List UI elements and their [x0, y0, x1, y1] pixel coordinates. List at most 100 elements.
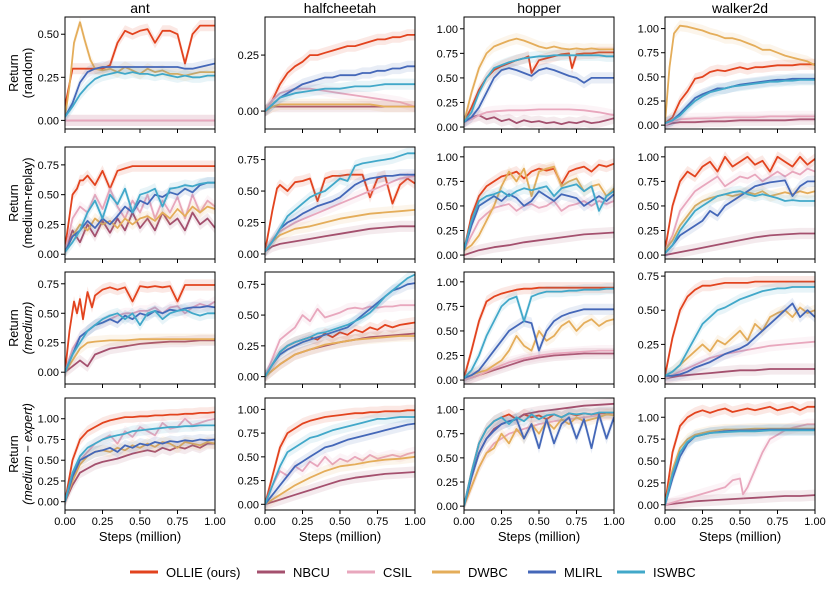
y-tick-label: 0.25	[38, 338, 59, 350]
y-tick-label: 0.75	[437, 429, 458, 441]
y-tick-label: 0.50	[638, 456, 659, 468]
panel-series	[65, 279, 215, 378]
panel-frame	[463, 16, 615, 130]
panel-ant-medium-expert: 0.00 0.25 0.50 0.75 1.00 0.00 0.25 0.50 0.75 1.00…	[38, 397, 226, 544]
y-tick-label: 1.00	[638, 412, 659, 424]
series-line-mlirl	[265, 173, 415, 252]
panel-walker2d-medium-replay: 0.00 0.25 0.50 0.75 1.00	[638, 146, 816, 263]
panel-halfcheetah-random: 0.00 0.25	[238, 16, 416, 133]
series-band-mlirl	[464, 408, 614, 510]
series-band-iswbc	[265, 147, 415, 257]
series-band-iswbc	[265, 78, 415, 117]
series-line-csil	[665, 167, 815, 251]
panel-ant-medium-replay: 0.00 0.25 0.50 0.75	[38, 146, 216, 263]
series-band-ollie-ours-	[65, 406, 215, 508]
y-tick-label: 0.75	[238, 279, 259, 291]
y-tick-label: 0.00	[638, 250, 659, 262]
panel-frame	[664, 146, 816, 260]
series-line-ollie-ours-	[65, 24, 215, 107]
series-line-dwbc	[665, 190, 815, 251]
y-tick-label: 0.25	[437, 477, 458, 489]
row-ylabel-dataset: (random)	[21, 48, 35, 99]
x-tick-label: 0.75	[167, 516, 188, 528]
y-tick-label: 0.50	[638, 201, 659, 213]
series-band-csil	[665, 336, 815, 384]
y-tick-label: 0.00	[437, 375, 458, 387]
series-line-iswbc	[665, 190, 815, 254]
x-tick-label: 1.00	[603, 516, 624, 528]
series-band-iswbc	[464, 406, 614, 510]
series-band-ollie-ours-	[65, 20, 215, 113]
series-band-csil	[464, 195, 614, 256]
series-line-dwbc	[265, 335, 415, 378]
series-line-nbcu	[665, 494, 815, 506]
y-tick-label: 0.25	[638, 226, 659, 238]
x-tick-label: 0.75	[367, 516, 388, 528]
y-tick-label: 0.00	[238, 106, 259, 118]
series-band-nbcu	[265, 220, 415, 257]
series-band-dwbc	[665, 301, 815, 382]
panel-series	[464, 282, 614, 384]
y-tick-label: 0.25	[437, 351, 458, 363]
y-tick-label: 0.75	[38, 160, 59, 172]
panel-frame	[463, 397, 615, 511]
series-band-ollie-ours-	[65, 279, 215, 378]
y-tick-label: 0.50	[38, 308, 59, 320]
y-tick-label: 0.75	[437, 48, 458, 60]
series-band-csil	[65, 413, 215, 508]
panel-frame	[264, 16, 416, 130]
series-line-iswbc	[65, 424, 215, 502]
series-line-nbcu	[665, 232, 815, 256]
y-tick-label: 0.00	[38, 115, 59, 127]
panel-series	[464, 158, 614, 259]
series-line-nbcu	[65, 442, 215, 503]
series-band-nbcu	[265, 327, 415, 383]
series-line-iswbc	[665, 429, 815, 506]
y-tick-label: 0.75	[437, 176, 458, 188]
panel-frame	[264, 271, 416, 385]
y-tick-label: 1.00	[437, 24, 458, 36]
series-band-mlirl	[665, 297, 815, 382]
panel-series	[464, 398, 614, 510]
row-ylabel-return: Return	[7, 309, 21, 347]
column-title-walker2d: walker2d	[711, 0, 768, 16]
panel-hopper-medium-replay: 0.00 0.25 0.50 0.75 1.00	[437, 146, 615, 263]
y-tick-label: 0.50	[38, 455, 59, 467]
series-line-mlirl	[665, 77, 815, 125]
y-tick-label: 1.00	[437, 152, 458, 164]
series-band-iswbc	[65, 419, 215, 508]
series-band-csil	[265, 299, 415, 383]
y-tick-label: 0.75	[638, 434, 659, 446]
series-band-dwbc	[665, 423, 815, 510]
series-line-iswbc	[265, 273, 415, 378]
panel-halfcheetah-medium-replay: 0.00 0.25 0.50 0.75	[238, 146, 416, 263]
series-band-dwbc	[265, 330, 415, 383]
series-line-ollie-ours-	[265, 173, 415, 252]
panel-halfcheetah-medium-expert: 0.00 0.25 0.50 0.75 1.00 0.00 0.25 0.50 0.75 1.00…	[238, 397, 426, 544]
y-tick-label: 1.00	[638, 24, 659, 36]
series-band-nbcu	[464, 347, 614, 384]
row-ylabel-return: Return	[7, 435, 21, 473]
row-ylabel-dataset: (medium − expert)	[21, 403, 35, 505]
series-line-csil	[265, 87, 415, 112]
x-tick-label: 0.25	[292, 516, 313, 528]
series-band-iswbc	[464, 49, 614, 128]
y-tick-label: 0.50	[437, 73, 458, 85]
series-line-mlirl	[464, 413, 614, 507]
series-line-iswbc	[464, 183, 614, 251]
series-band-nbcu	[665, 489, 815, 510]
series-band-ollie-ours-	[665, 401, 815, 510]
series-band-dwbc	[265, 451, 415, 510]
series-line-nbcu	[464, 352, 614, 381]
series-line-ollie-ours-	[665, 155, 815, 251]
series-band-dwbc	[464, 33, 614, 128]
series-band-nbcu	[265, 466, 415, 510]
x-tick-label: 0.25	[692, 516, 713, 528]
series-line-dwbc	[464, 318, 614, 379]
series-line-dwbc	[265, 455, 415, 506]
series-line-dwbc	[464, 413, 614, 507]
series-line-iswbc	[65, 308, 215, 373]
series-band-mlirl	[65, 177, 215, 258]
series-line-mlirl	[665, 179, 815, 254]
series-line-csil	[464, 349, 614, 381]
